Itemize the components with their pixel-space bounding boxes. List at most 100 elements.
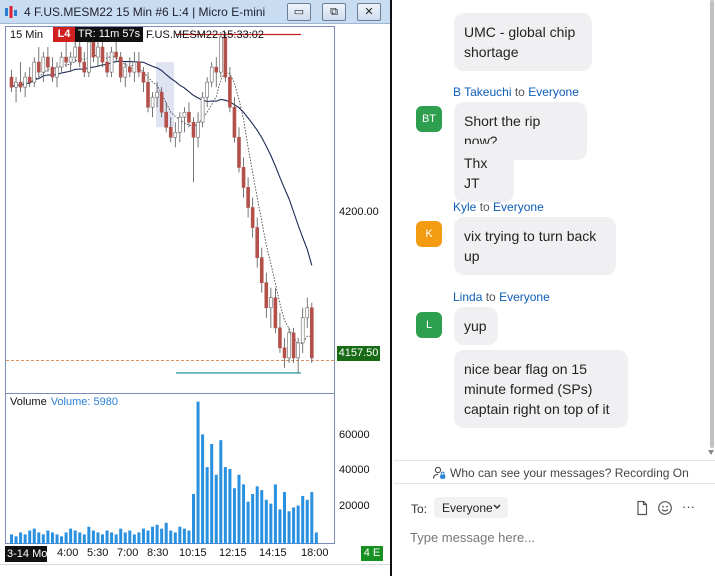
time-tick-label: 14:15 bbox=[259, 547, 287, 559]
window-status-strip bbox=[0, 564, 390, 576]
trading-window: 4 F.US.MESM22 15 Min #6 L:4 | Micro E-mi… bbox=[0, 0, 392, 576]
candle bbox=[146, 72, 150, 113]
candle-body bbox=[223, 36, 228, 78]
candle bbox=[255, 217, 259, 268]
volume-chart[interactable] bbox=[6, 394, 336, 544]
candle bbox=[264, 272, 269, 318]
time-tick-label: 12:15 bbox=[219, 547, 247, 559]
more-icon[interactable]: ··· bbox=[682, 499, 695, 514]
candle bbox=[109, 47, 114, 78]
candle bbox=[300, 307, 305, 353]
volume-bar bbox=[73, 530, 77, 544]
sender-target[interactable]: Everyone bbox=[493, 200, 544, 214]
volume-header: Volume Volume: 5980 bbox=[10, 396, 118, 408]
emoji-icon[interactable] bbox=[657, 500, 673, 516]
price-tick-label: 4200.00 bbox=[339, 206, 379, 218]
time-tick-label: 8:30 bbox=[147, 547, 169, 559]
last-price-tag: 4157.50 bbox=[337, 346, 380, 361]
candle bbox=[32, 57, 37, 88]
pane-divider[interactable] bbox=[6, 393, 336, 394]
candle bbox=[41, 52, 46, 83]
window-titlebar[interactable]: 4 F.US.MESM22 15 Min #6 L:4 | Micro E-mi… bbox=[0, 0, 390, 24]
chart-area[interactable] bbox=[5, 26, 336, 544]
scroll-down-icon[interactable] bbox=[708, 450, 714, 455]
sender-name[interactable]: Linda bbox=[453, 290, 483, 304]
time-tick-label: 5:30 bbox=[87, 547, 109, 559]
volume-bar bbox=[196, 401, 200, 544]
sender-name[interactable]: Kyle bbox=[453, 200, 477, 214]
volume-bar bbox=[246, 501, 250, 544]
scroll-thumb[interactable] bbox=[710, 0, 714, 448]
candle-body bbox=[241, 167, 246, 188]
time-tick-label: 18:00 bbox=[301, 547, 329, 559]
candle-body bbox=[282, 347, 287, 359]
candle bbox=[159, 87, 164, 118]
candle-body bbox=[309, 307, 314, 359]
candle bbox=[128, 57, 132, 78]
status-tag: 4 E bbox=[361, 546, 383, 561]
candle bbox=[278, 312, 282, 353]
time-axis[interactable]: 4:00 5:30 7:00 8:30 10:15 12:15 14:15 18… bbox=[5, 546, 385, 562]
candle-body bbox=[32, 61, 37, 83]
minimize-button[interactable]: ▭ bbox=[287, 3, 311, 21]
volume-bar bbox=[69, 528, 73, 544]
avatar[interactable]: BT bbox=[416, 106, 442, 132]
sender-to-word: to bbox=[485, 290, 496, 304]
candle-body bbox=[173, 131, 178, 138]
candle-body bbox=[237, 137, 241, 168]
chat-message-bubble[interactable]: UMC - global chip shortage bbox=[454, 13, 592, 71]
chat-message-bubble[interactable]: Thx JT bbox=[454, 144, 514, 202]
volume-bar bbox=[283, 492, 286, 544]
restore-button[interactable]: ⧉ bbox=[322, 3, 346, 21]
avatar[interactable]: L bbox=[416, 312, 442, 338]
candle-body bbox=[55, 66, 59, 78]
candle-body bbox=[255, 227, 259, 258]
chat-message-bubble[interactable]: yup bbox=[454, 307, 498, 345]
chat-message-bubble[interactable]: vix trying to turn back up bbox=[454, 217, 616, 275]
candle bbox=[200, 92, 205, 128]
volume-bar bbox=[255, 486, 259, 544]
volume-bar bbox=[146, 530, 150, 544]
privacy-notice[interactable]: Who can see your messages? Recording On bbox=[394, 460, 715, 484]
to-label: To: bbox=[411, 502, 428, 516]
recipient-dropdown[interactable]: Everyone bbox=[434, 497, 508, 518]
price-chart[interactable] bbox=[6, 27, 336, 393]
candle-body bbox=[155, 91, 159, 98]
candle-body bbox=[178, 116, 182, 133]
candle-body bbox=[291, 332, 296, 359]
candle-body bbox=[259, 257, 264, 283]
price-axis[interactable]: 4200.00 60000 40000 20000 bbox=[335, 26, 385, 544]
volume-bar bbox=[91, 530, 95, 544]
candle bbox=[23, 72, 27, 98]
close-button[interactable]: ✕ bbox=[357, 3, 381, 21]
volume-bar bbox=[287, 511, 291, 544]
candle bbox=[14, 77, 18, 103]
file-icon[interactable] bbox=[634, 500, 650, 516]
message-sender-line: Kyle to Everyone bbox=[453, 200, 544, 214]
sender-target[interactable]: Everyone bbox=[499, 290, 550, 304]
candle-body bbox=[59, 56, 64, 68]
chat-scrollbar[interactable] bbox=[708, 0, 714, 458]
app-icon bbox=[5, 6, 17, 18]
chat-message-bubble[interactable]: nice bear flag on 15 minute formed (SPs)… bbox=[454, 350, 628, 428]
volume-value: Volume: 5980 bbox=[50, 396, 118, 408]
sender-name[interactable]: B Takeuchi bbox=[453, 85, 512, 99]
candle-body bbox=[64, 56, 68, 63]
volume-bar bbox=[37, 532, 41, 544]
candle bbox=[173, 122, 178, 148]
volume-bar bbox=[201, 434, 205, 544]
privacy-text[interactable]: Who can see your messages? Recording On bbox=[450, 466, 689, 480]
candle-body bbox=[27, 76, 32, 83]
candle-body bbox=[36, 61, 41, 73]
candle-body bbox=[50, 66, 55, 78]
sender-target[interactable]: Everyone bbox=[528, 85, 579, 99]
volume-bar bbox=[155, 524, 159, 544]
candle-body bbox=[9, 76, 14, 88]
message-input[interactable] bbox=[410, 526, 700, 548]
volume-bar bbox=[101, 534, 104, 544]
candle-body bbox=[23, 76, 27, 88]
candle bbox=[137, 52, 141, 78]
candle bbox=[196, 112, 200, 148]
avatar[interactable]: K bbox=[416, 221, 442, 247]
volume-bar bbox=[151, 526, 155, 544]
